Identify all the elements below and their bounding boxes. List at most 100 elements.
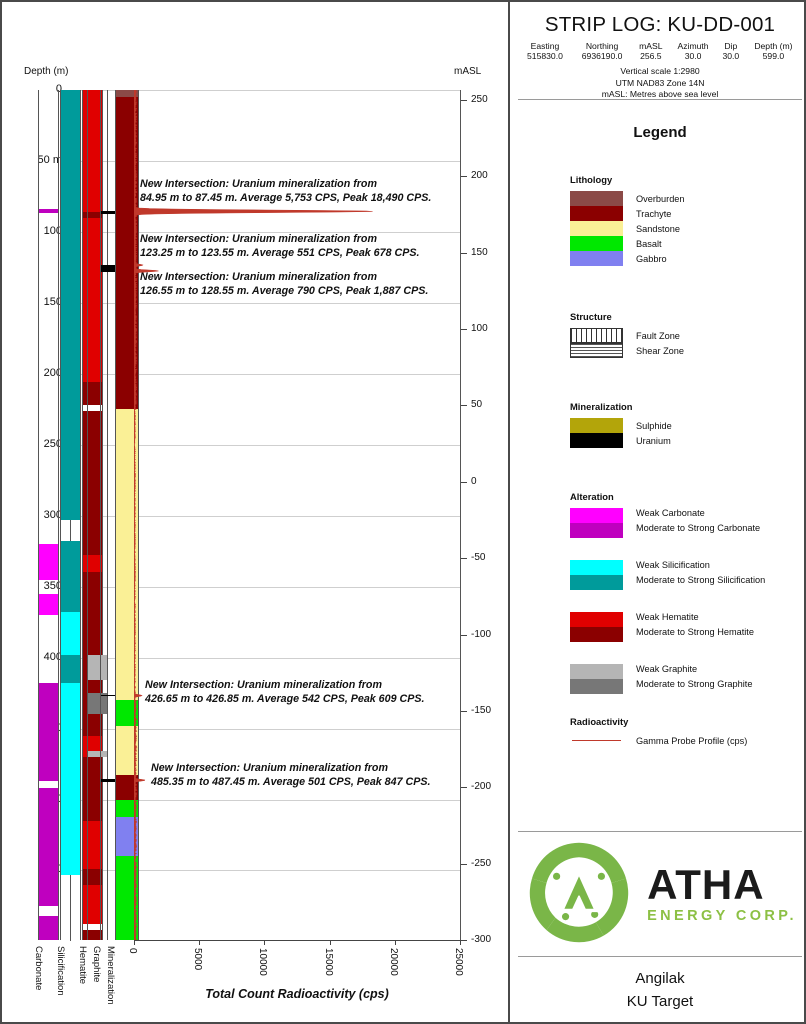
- depth-gridline: [70, 657, 460, 659]
- collar-label: Northing: [585, 41, 619, 51]
- gamma-line-icon: [570, 733, 623, 748]
- structure-legend-swatch: [570, 328, 623, 343]
- lithology-legend-row: Trachyte: [570, 206, 685, 221]
- silicification-column: [60, 90, 81, 940]
- title-block: STRIP LOG: KU-DD-001 Easting Northing mASL…: [518, 8, 802, 100]
- depth-gridline: [70, 799, 460, 801]
- annotation-line-1: New Intersection: Uranium mineralization…: [145, 679, 382, 691]
- depth-tick-label: 0: [55, 83, 62, 95]
- depth-gridline: [70, 444, 460, 446]
- lithology-legend-row: Overburden: [570, 191, 685, 206]
- log-interval: [116, 816, 138, 857]
- collar-label: Azimuth: [677, 41, 709, 51]
- log-interval: [101, 264, 115, 273]
- gamma-probe-curve: [134, 90, 373, 940]
- mineralization-column: [100, 90, 116, 940]
- log-interval: [83, 212, 102, 218]
- column-label: Hematite: [77, 946, 88, 985]
- log-interval: [61, 654, 80, 684]
- info-panel: STRIP LOG: KU-DD-001 Easting Northing mASL…: [512, 2, 806, 1022]
- depth-gridline: [70, 373, 460, 375]
- legend-heading-radioactivity: Radioactivity: [570, 716, 629, 727]
- log-interval: [101, 695, 115, 697]
- legend-group-structure: Structure Fault Zone Shear Zone: [570, 311, 684, 358]
- alteration-strong-label: Moderate to Strong Silicification: [636, 575, 766, 585]
- collar-info-values: 515830.0 6936190.0 256.5 30.0 30.0 599.0: [518, 51, 802, 61]
- masl-tick-label: -300: [471, 934, 492, 945]
- alteration-weak-label: Weak Graphite: [636, 664, 698, 674]
- alteration-weak-swatch: [570, 560, 623, 575]
- cps-tick-label: 10000: [257, 948, 269, 976]
- collar-value: 256.5: [640, 51, 662, 61]
- cps-tick-label: 15000: [322, 948, 334, 976]
- page-title: STRIP LOG: KU-DD-001: [544, 13, 776, 36]
- mineralization-legend-label: Uranium: [636, 435, 671, 446]
- annotation-line-2: 485.35 m to 487.45 m. Average 501 CPS, P…: [151, 775, 431, 788]
- mineralization-legend-swatch: [570, 418, 623, 433]
- log-interval: [83, 930, 102, 940]
- masl-tick-label: -150: [471, 704, 492, 716]
- lithology-legend-label: Gabbro: [636, 253, 667, 264]
- gamma-probe-svg: [134, 90, 373, 940]
- lithology-legend-label: Overburden: [636, 193, 685, 204]
- depth-tick-label: 250: [43, 437, 62, 450]
- column-label: Mineralization: [105, 946, 116, 1005]
- collar-value: 30.0: [684, 51, 702, 61]
- alteration-legend-swatch: [570, 612, 623, 642]
- legend-heading-alteration: Alteration: [570, 491, 614, 502]
- lithology-legend-label: Sandstone: [636, 223, 680, 234]
- masl-tick-mark: [461, 329, 467, 331]
- log-interval: [39, 593, 58, 616]
- log-interval: [116, 700, 138, 726]
- alteration-strong-label: Moderate to Strong Graphite: [636, 679, 753, 689]
- legend-rows-mineralization: Sulphide Uranium: [570, 418, 672, 448]
- log-interval: [88, 654, 107, 681]
- log-interval: [88, 693, 107, 715]
- log-interval: [39, 788, 58, 906]
- masl-tick-mark: [461, 558, 467, 560]
- depth-gridline: [70, 586, 460, 588]
- depth-gridline: [70, 515, 460, 517]
- vertical-scale-text: Vertical scale 1:2980: [620, 66, 700, 76]
- lithology-legend-label: Basalt: [636, 238, 662, 249]
- annotation-line-2: 84.95 m to 87.45 m. Average 5,753 CPS, P…: [140, 191, 432, 204]
- masl-tick-label: 50: [471, 399, 483, 411]
- intersection-annotation: New Intersection: Uranium mineralization…: [145, 679, 424, 707]
- log-interval: [39, 544, 58, 580]
- structure-legend-swatch: [570, 343, 623, 358]
- depth-tick-label: 150: [43, 295, 62, 308]
- alteration-weak-swatch: [570, 508, 623, 523]
- depth-tick-label: 300: [43, 508, 62, 521]
- masl-tick-label: -250: [471, 857, 492, 869]
- column-label: Graphite: [91, 946, 102, 983]
- masl-tick-mark: [461, 863, 467, 865]
- annotation-line-2: 426.65 m to 426.85 m. Average 542 CPS, P…: [145, 692, 425, 705]
- depth-tick-label: 100: [43, 224, 62, 237]
- intersection-annotation: New Intersection: Uranium mineralization…: [140, 271, 428, 299]
- masl-tick-mark: [461, 405, 467, 407]
- log-interval: [116, 725, 138, 776]
- annotation-line-1: New Intersection: Uranium mineralization…: [151, 762, 388, 774]
- lithology-column: [115, 90, 139, 940]
- log-interval: [116, 775, 138, 800]
- cps-tick-label: 5000: [192, 948, 204, 971]
- cps-tick-mark: [264, 940, 266, 945]
- collar-label: mASL: [639, 41, 663, 51]
- annotation-line-1: New Intersection: Uranium mineralization…: [140, 233, 377, 245]
- masl-axis-title: mASL: [454, 66, 482, 77]
- legend-panel: Legend Lithology Overburden Trachyte Sands…: [518, 106, 802, 832]
- legend-rows-radioactivity: Gamma Probe Profile (cps): [570, 733, 747, 748]
- collar-value: 6936190.0: [581, 51, 623, 61]
- legend-rows-lithology: Overburden Trachyte Sandstone Basalt Gabbro: [570, 191, 685, 266]
- mineralization-legend-swatch: [570, 433, 623, 448]
- structure-legend-label: Fault Zone: [636, 330, 680, 341]
- masl-tick-label: 100: [471, 323, 488, 335]
- alteration-strong-swatch: [570, 627, 623, 642]
- column-label: Silicification: [55, 946, 66, 996]
- logo-tagline: ENERGY CORP.: [647, 908, 797, 925]
- annotation-line-2: 126.55 m to 128.55 m. Average 790 CPS, P…: [140, 284, 429, 297]
- depth-gridline: [70, 728, 460, 730]
- cps-tick-label: 20000: [387, 948, 399, 976]
- masl-tick-mark: [461, 176, 467, 178]
